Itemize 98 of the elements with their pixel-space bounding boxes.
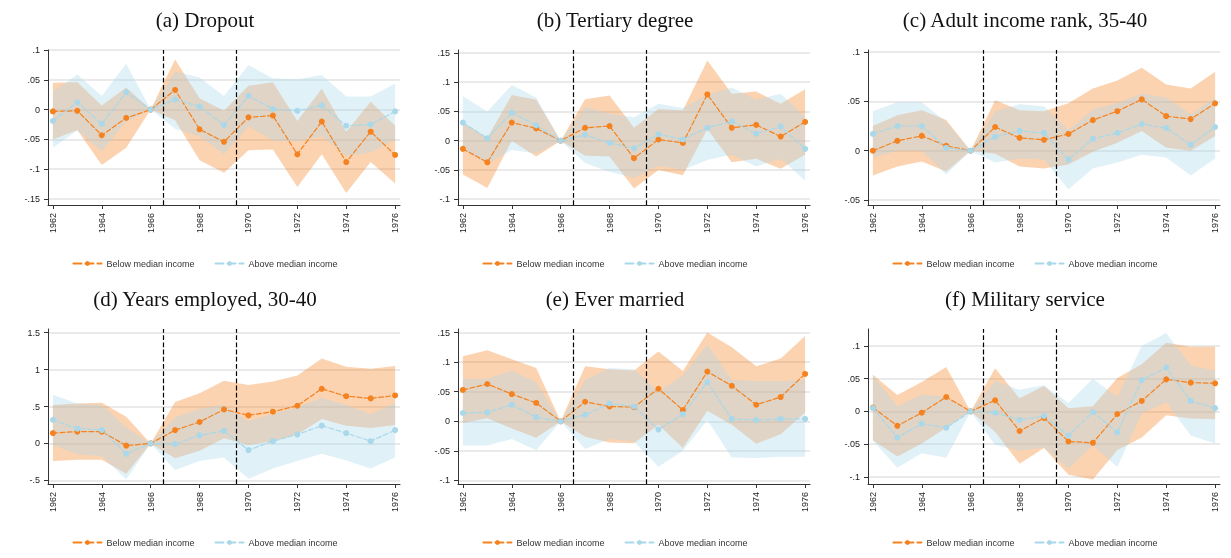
x-tick-label: 1968	[604, 213, 615, 234]
y-tick-label: -.15	[24, 194, 40, 205]
y-tick-label: -.1	[439, 194, 450, 205]
y-tick-label: 0	[34, 104, 40, 115]
x-tick-label: 1972	[1112, 213, 1123, 234]
y-tick-label: .05	[27, 74, 40, 85]
x-tick-label: 1968	[194, 213, 205, 234]
legend-label: Above median income	[248, 537, 338, 548]
y-tick-label: .05	[847, 373, 860, 384]
y-tick-label: .05	[437, 106, 450, 117]
x-tick-label: 1970	[653, 213, 664, 234]
y-tick-label: 0	[854, 145, 860, 156]
legend-label: Above median income	[1068, 258, 1158, 269]
y-tick-label: -.1	[439, 475, 450, 486]
y-tick-label: .05	[847, 96, 860, 107]
y-tick-label: -.05	[844, 439, 860, 450]
legend-label: Below median income	[106, 537, 195, 548]
legend-label: Below median income	[106, 258, 195, 269]
x-tick-label: 1968	[194, 492, 205, 513]
chart-title: (d) Years employed, 30-40	[93, 286, 317, 311]
x-tick-label: 1970	[243, 492, 254, 513]
y-tick-label: -.1	[29, 164, 40, 175]
x-tick-label: 1964	[506, 213, 517, 234]
legend-label: Below median income	[926, 258, 1015, 269]
x-tick-label: 1966	[555, 492, 566, 513]
y-tick-label: -.05	[844, 195, 860, 206]
y-tick-label: -.05	[434, 164, 450, 175]
x-tick-label: 1962	[47, 492, 58, 513]
chart-title: (f) Military service	[945, 286, 1105, 311]
x-tick-label: 1970	[1063, 213, 1074, 234]
x-tick-label: 1964	[916, 213, 927, 234]
x-tick-label: 1976	[390, 492, 401, 513]
y-tick-label: .1	[32, 45, 40, 55]
x-tick-label: 1974	[751, 492, 762, 513]
x-tick-label: 1974	[751, 213, 762, 234]
y-tick-label: .5	[32, 401, 40, 412]
legend-label: Above median income	[658, 258, 748, 269]
x-tick-label: 1976	[800, 492, 811, 513]
legend-label: Above median income	[658, 537, 748, 548]
y-tick-label: .15	[437, 327, 450, 338]
x-tick-label: 1972	[292, 492, 303, 513]
x-tick-label: 1972	[1112, 492, 1123, 513]
x-tick-label: 1966	[145, 213, 156, 234]
x-tick-label: 1974	[341, 492, 352, 513]
chart-title: (e) Ever married	[545, 286, 685, 311]
y-tick-label: .15	[437, 47, 450, 58]
y-tick-label: .05	[437, 386, 450, 397]
x-tick-label: 1962	[867, 213, 878, 234]
x-tick-label: 1966	[145, 492, 156, 513]
x-tick-label: 1962	[457, 492, 468, 513]
x-tick-label: 1972	[702, 213, 713, 234]
y-tick-label: .1	[852, 341, 860, 351]
y-tick-label: .1	[442, 357, 450, 368]
y-tick-label: 0	[444, 416, 450, 427]
y-tick-label: 0	[854, 406, 860, 417]
x-tick-label: 1964	[916, 492, 927, 513]
x-tick-label: 1964	[96, 213, 107, 234]
x-tick-label: 1964	[506, 492, 517, 513]
chart-title: (c) Adult income rank, 35-40	[902, 7, 1148, 32]
x-tick-label: 1966	[965, 213, 976, 234]
x-tick-label: 1964	[96, 492, 107, 513]
y-tick-label: -.05	[434, 445, 450, 456]
x-tick-label: 1966	[555, 213, 566, 234]
x-tick-label: 1968	[604, 492, 615, 513]
x-tick-label: 1970	[1063, 492, 1074, 513]
y-tick-label: 1.5	[27, 327, 40, 338]
x-tick-label: 1976	[1210, 492, 1221, 513]
y-tick-label: .1	[852, 46, 860, 57]
x-tick-label: 1970	[243, 213, 254, 234]
x-tick-label: 1972	[292, 213, 303, 234]
x-tick-label: 1970	[653, 492, 664, 513]
y-tick-label: 0	[34, 438, 40, 449]
y-tick-label: -.5	[29, 475, 40, 486]
y-tick-label: -.05	[24, 134, 40, 145]
legend-label: Above median income	[1068, 537, 1158, 548]
x-tick-label: 1976	[800, 213, 811, 234]
x-tick-label: 1974	[1161, 492, 1172, 513]
x-tick-label: 1968	[1014, 492, 1025, 513]
y-tick-label: .1	[442, 77, 450, 88]
x-tick-label: 1962	[457, 213, 468, 234]
x-tick-label: 1976	[1210, 213, 1221, 234]
legend-label: Below median income	[516, 258, 605, 269]
x-tick-label: 1966	[965, 492, 976, 513]
x-tick-label: 1962	[867, 492, 878, 513]
legend-label: Below median income	[926, 537, 1015, 548]
x-tick-label: 1968	[1014, 213, 1025, 234]
y-tick-label: 0	[444, 135, 450, 146]
chart-title: (a) Dropout	[155, 7, 255, 32]
y-tick-label: -.1	[849, 471, 860, 482]
legend-label: Below median income	[516, 537, 605, 548]
x-tick-label: 1974	[1161, 213, 1172, 234]
chart-title: (b) Tertiary degree	[536, 7, 694, 32]
x-tick-label: 1976	[390, 213, 401, 234]
x-tick-label: 1962	[47, 213, 58, 234]
x-tick-label: 1972	[702, 492, 713, 513]
x-tick-label: 1974	[341, 213, 352, 234]
y-tick-label: 1	[34, 364, 40, 375]
legend-label: Above median income	[248, 258, 338, 269]
